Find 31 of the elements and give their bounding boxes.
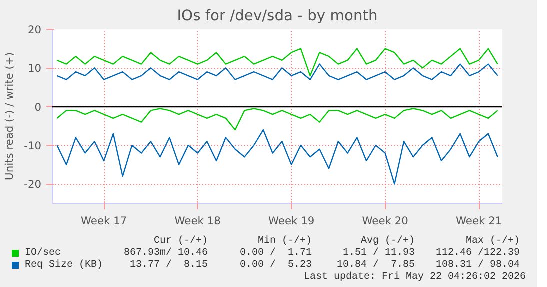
text: 0.00 / 5.23 <box>240 260 312 272</box>
text: Max (-/+) <box>466 236 520 248</box>
x-tick-label: Week 21 <box>456 214 502 228</box>
text: Cur (-/+) <box>154 236 208 248</box>
legend-label: Req Size (KB) <box>25 260 104 272</box>
y-tick-label: 0 <box>34 100 42 114</box>
x-tick-label: Week 17 <box>80 214 128 228</box>
text: 112.46 /122.39 <box>436 248 520 260</box>
text: 108.31 / 98.04 <box>436 260 520 272</box>
line-series <box>56 129 498 185</box>
y-tick-label: 20 <box>28 24 42 36</box>
legend-label: IO/sec <box>25 248 62 260</box>
text: 10.84 / 7.85 <box>336 260 415 272</box>
text: Avg (-/+) <box>360 236 415 248</box>
y-axis-title: Units read (-) / write (+) <box>3 52 16 180</box>
line-series <box>56 64 498 80</box>
line-series <box>56 108 498 131</box>
text: 1.51 / 11.93 <box>342 248 415 260</box>
y-tick-label: -20 <box>24 178 42 192</box>
x-tick-label: Week 19 <box>268 214 315 228</box>
y-tick-label: 10 <box>28 62 42 76</box>
chart-title: IOs for /dev/sda - by month <box>177 8 378 24</box>
text: 13.77 / 8.15 <box>130 260 208 272</box>
text: 867.93m/ 10.46 <box>124 248 208 260</box>
x-tick-label: Week 18 <box>174 214 222 228</box>
x-tick-label: Week 20 <box>362 214 409 228</box>
y-tick-label: -10 <box>24 140 42 152</box>
text: Last update: Fri May 22 04:26:02 2026 <box>304 272 526 284</box>
line-series <box>56 48 498 76</box>
text: 0.00 / 1.71 <box>240 248 312 260</box>
text: Min (-/+) <box>258 236 312 248</box>
